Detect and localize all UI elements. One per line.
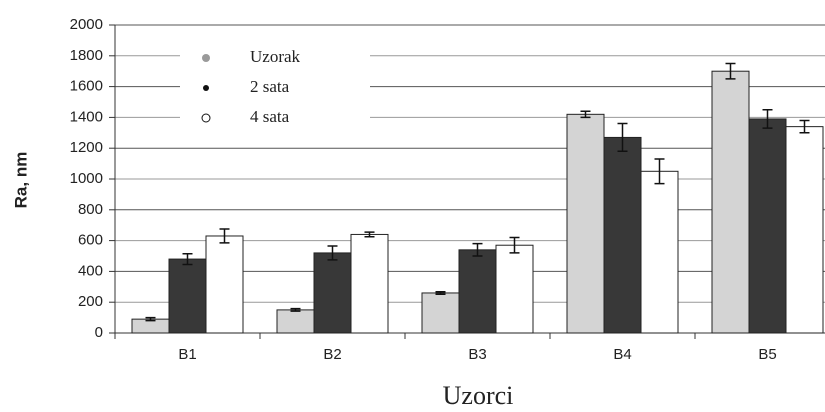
error-bar (327, 245, 338, 261)
x-tick-label: B3 (468, 346, 486, 363)
y-tick-label: 800 (78, 201, 103, 218)
error-bar (762, 108, 773, 129)
y-tick-label: 1800 (70, 47, 103, 64)
legend-label: 2 sata (250, 77, 290, 96)
bar (458, 249, 497, 334)
legend-label: Uzorak (250, 47, 301, 66)
y-tick-label: 1200 (70, 139, 103, 156)
y-tick-label: 0 (95, 324, 103, 341)
y-tick-label: 1000 (70, 170, 103, 187)
legend-marker (202, 54, 210, 62)
x-tick-label: B2 (323, 346, 341, 363)
y-tick-label: 200 (78, 293, 103, 310)
error-bar (799, 119, 810, 134)
error-bar (654, 158, 665, 185)
error-bar (435, 290, 446, 295)
bar (421, 292, 460, 334)
error-bar (509, 236, 520, 254)
bar (495, 244, 534, 334)
legend-label: 4 sata (250, 107, 290, 126)
error-bar (182, 252, 193, 266)
error-bar (364, 231, 375, 238)
error-bar (219, 228, 230, 244)
error-bar (617, 122, 628, 153)
bar (205, 235, 244, 334)
x-tick-label: B1 (178, 346, 196, 363)
bar (711, 70, 750, 334)
legend-box (180, 38, 370, 138)
error-bar (580, 110, 591, 119)
bar (350, 233, 389, 334)
x-tick-label: B4 (613, 346, 631, 363)
bar (168, 258, 207, 334)
y-axis-label: Ra, nm (11, 152, 30, 209)
error-bar (725, 62, 736, 80)
y-tick-label: 1600 (70, 78, 103, 95)
bar (313, 252, 352, 334)
x-axis-label: Uzorci (443, 381, 514, 410)
error-bar (145, 316, 156, 322)
legend-marker (201, 113, 211, 123)
bar (748, 118, 787, 334)
y-tick-label: 1400 (70, 108, 103, 125)
bar (603, 136, 642, 334)
bar (640, 170, 679, 334)
y-tick-label: 600 (78, 232, 103, 249)
error-bar (290, 307, 301, 312)
bar (566, 113, 605, 334)
bar (276, 309, 315, 334)
error-bar (472, 242, 483, 257)
x-tick-label: B5 (758, 346, 776, 363)
bar (785, 126, 824, 334)
y-tick-label: 2000 (70, 16, 103, 33)
legend-marker (203, 85, 209, 91)
y-tick-label: 400 (78, 262, 103, 279)
